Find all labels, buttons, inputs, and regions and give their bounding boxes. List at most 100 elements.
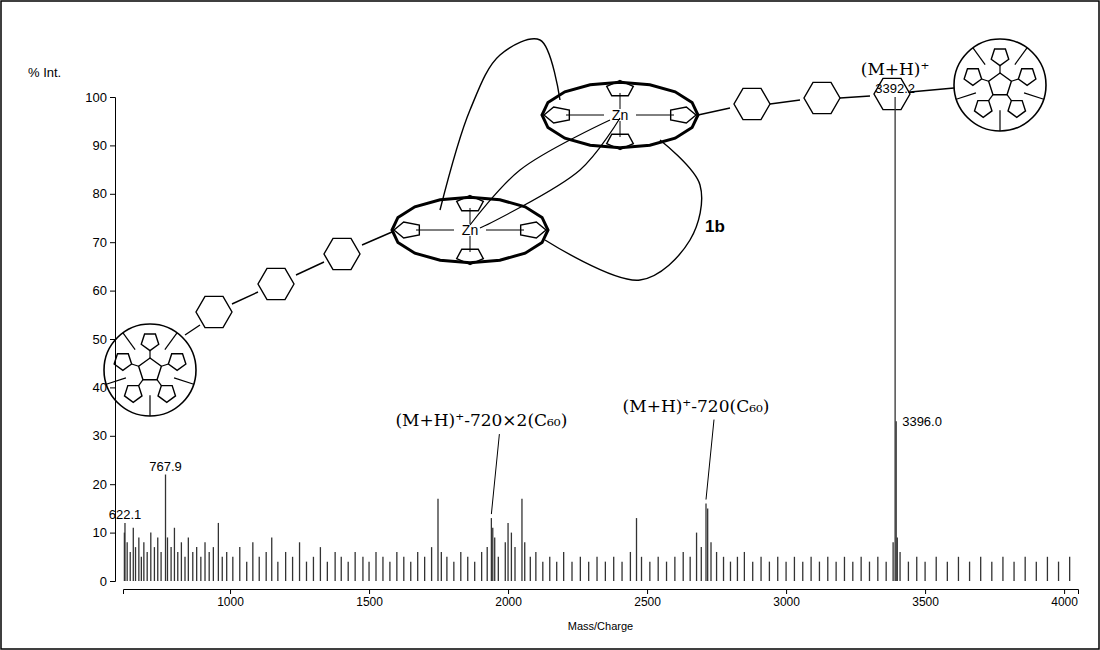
phenyl-ring [258,268,294,299]
y-tick-label: 100 [85,90,107,105]
y-tick: 80 [93,186,115,201]
peak [192,552,193,581]
x-tick-mark [230,589,231,594]
peak [154,547,155,581]
fullerene-face [1008,101,1025,118]
peak [362,557,363,581]
peak [424,557,425,581]
pyrrole-ring [671,107,696,123]
y-tick-label: 50 [93,332,107,347]
peak [313,557,314,581]
y-tick-mark [110,339,115,340]
y-tick-label: 10 [93,525,107,540]
x-tick-mark [647,589,648,594]
peak [947,562,948,581]
x-axis-line [124,590,1079,595]
porphyrin: Zn [392,196,548,265]
fullerene-face [989,73,1012,95]
fullerene-edge [999,110,1000,131]
x-tick: 2000 [495,589,522,609]
y-tick: 50 [93,332,115,347]
peak [133,528,134,581]
peak [467,557,468,581]
peak [177,552,178,581]
peak [246,562,247,581]
x-tick-mark [508,589,509,594]
peak [277,562,278,581]
y-tick-mark [110,194,115,195]
peak [605,562,606,581]
peak [896,421,897,581]
y-tick-mark [110,97,115,98]
peak [327,562,328,581]
metal-label: Zn [462,222,478,238]
peak [213,547,214,581]
peak [1058,562,1059,581]
peak [696,533,697,581]
fullerene-edge [1015,48,1027,65]
n-zn-bond [636,115,674,116]
peak [886,562,887,581]
fullerene-edge [982,79,989,81]
peak [1036,562,1037,581]
peak [924,562,925,581]
x-axis: 1000150020002500300035004000 [124,589,1079,609]
phenyl-ring [734,88,770,119]
compound-label: 1b [705,217,725,236]
fullerene-face [141,334,159,351]
peak [487,547,488,581]
x-tick-label: 1000 [217,595,244,609]
peak [1069,557,1070,581]
peak [908,562,909,581]
peak [306,562,307,581]
peak [157,537,158,581]
peak [563,552,564,581]
peak [431,547,432,581]
peak [936,557,937,581]
peak [744,552,745,581]
peak [292,557,293,581]
fullerene-face [124,386,141,403]
peak [588,562,589,581]
peak [138,537,139,581]
y-tick: 10 [93,525,115,540]
peak [666,562,667,581]
x-tick-label: 4000 [1051,595,1078,609]
y-tick-label: 0 [100,574,107,589]
peak [1013,562,1014,581]
peak [124,523,125,581]
y-tick-mark [110,581,115,582]
peak [204,542,205,581]
peak [852,562,853,581]
peak [200,557,201,581]
x-tick: 3000 [773,589,800,609]
peak [285,552,286,581]
peak [505,542,506,581]
peak [184,557,185,581]
peak [769,562,770,581]
n-zn-bond [620,121,621,137]
metal-label: Zn [612,107,628,123]
y-tick-mark [110,533,115,534]
y-tick-mark [110,484,115,485]
peak [266,552,267,581]
peak [530,557,531,581]
y-tick-label: 80 [93,186,107,201]
peak [341,557,342,581]
peak [571,562,572,581]
annotations: (M+H)⁺(M+H)⁺-720×2(C₆₀)(M+H)⁺-720(C₆₀) [395,59,929,514]
fullerene-edge [989,95,993,101]
peak [705,504,706,581]
fullerene-edge [161,364,168,366]
peak-labels: 622.1767.93392.23396.0 [109,81,942,522]
fullerene-face [168,354,186,371]
peak [167,537,168,581]
peak [354,552,355,581]
peak [348,562,349,581]
x-tick: 1500 [356,589,383,609]
porphyrin: Zn [542,81,698,150]
peak [226,552,227,581]
peak [869,562,870,581]
peak [460,552,461,581]
x-tick-label: 2000 [495,595,522,609]
